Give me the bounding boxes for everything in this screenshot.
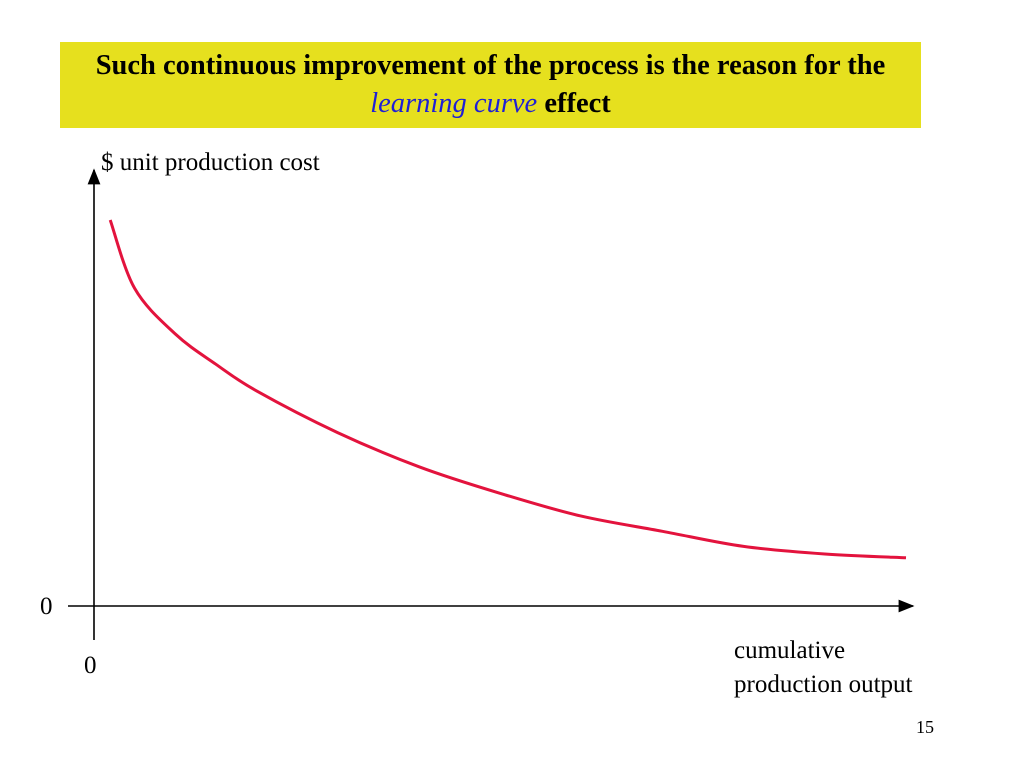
x-axis-label-line2: production output	[734, 671, 913, 698]
slide-title: Such continuous improvement of the proce…	[60, 42, 921, 128]
page-number: 15	[916, 717, 934, 737]
x-origin-label: 0	[84, 652, 97, 679]
title-text-start: Such continuous improvement of the proce…	[95, 50, 886, 81]
title-text-end: effect	[537, 88, 611, 119]
title-highlight: learning curve	[370, 88, 538, 119]
y-axis-label: $ unit production cost	[101, 149, 320, 176]
y-origin-label: 0	[40, 593, 53, 620]
cost-curve-line	[108, 219, 907, 560]
x-axis-label-line1: cumulative	[734, 637, 845, 664]
